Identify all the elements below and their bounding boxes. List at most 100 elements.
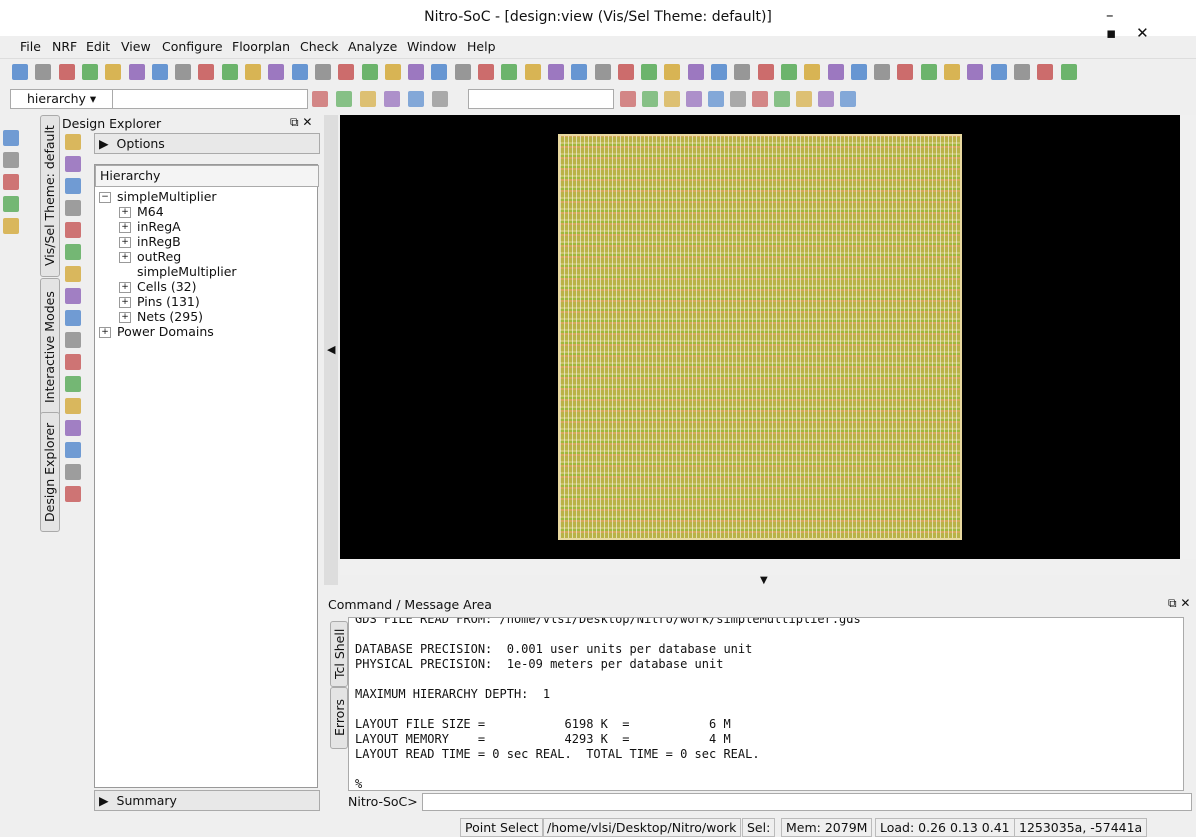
- toolbar-button[interactable]: [128, 64, 145, 80]
- layer-select[interactable]: [468, 89, 614, 109]
- tool-button[interactable]: [65, 222, 81, 238]
- tool-button[interactable]: [65, 442, 81, 458]
- toolbar-button[interactable]: [840, 91, 856, 107]
- menu-item[interactable]: File: [20, 39, 41, 54]
- panel-controls[interactable]: ⧉ ✕: [290, 115, 313, 129]
- hierarchy-select[interactable]: hierarchy ▾: [10, 89, 122, 109]
- tool-button[interactable]: [65, 310, 81, 326]
- menu-item[interactable]: Analyze: [348, 39, 398, 54]
- toolbar-button[interactable]: [524, 64, 541, 80]
- toolbar-button[interactable]: [850, 64, 867, 80]
- menu-item[interactable]: Configure: [162, 39, 223, 54]
- command-input[interactable]: [422, 793, 1192, 811]
- toolbar-button[interactable]: [291, 64, 308, 80]
- toolbar-button[interactable]: [338, 64, 355, 80]
- tree-expander[interactable]: +: [119, 222, 131, 233]
- toolbar-button[interactable]: [686, 91, 702, 107]
- toolbar-button[interactable]: [1037, 64, 1054, 80]
- toolbar-button[interactable]: [408, 64, 425, 80]
- toolbar-button[interactable]: [664, 91, 680, 107]
- summary-expander[interactable]: ▶ Summary: [94, 790, 320, 811]
- toolbar-button[interactable]: [432, 91, 448, 107]
- toolbar-button[interactable]: [384, 64, 401, 80]
- toolbar-button[interactable]: [314, 64, 331, 80]
- tree-node[interactable]: + M64: [119, 204, 164, 219]
- tool-button[interactable]: [65, 200, 81, 216]
- toolbar-button[interactable]: [431, 64, 448, 80]
- options-expander[interactable]: ▶ Options: [94, 133, 320, 154]
- tool-button[interactable]: [65, 332, 81, 348]
- menu-item[interactable]: Edit: [86, 39, 111, 54]
- toolbar-button[interactable]: [58, 64, 75, 80]
- tool-button[interactable]: [65, 178, 81, 194]
- tree-expander[interactable]: +: [119, 312, 131, 323]
- toolbar-button[interactable]: [687, 64, 704, 80]
- toolbar-button[interactable]: [1013, 64, 1030, 80]
- toolbar-button[interactable]: [408, 91, 424, 107]
- tool-button[interactable]: [65, 376, 81, 392]
- tool-button[interactable]: [65, 420, 81, 436]
- splitter[interactable]: ◀: [324, 115, 338, 585]
- tree-node[interactable]: + inRegA: [119, 219, 181, 234]
- toolbar-button[interactable]: [944, 64, 960, 80]
- tool-button[interactable]: [65, 244, 81, 260]
- toolbar-button[interactable]: [617, 64, 634, 80]
- tool-button[interactable]: [65, 266, 81, 282]
- toolbar-button[interactable]: [245, 64, 261, 80]
- toolbar-button[interactable]: [990, 64, 1007, 80]
- tree-expander[interactable]: +: [119, 297, 131, 308]
- toolbar-button[interactable]: [752, 91, 768, 107]
- toolbar-button[interactable]: [312, 91, 328, 107]
- vertical-scrollbar[interactable]: [1180, 115, 1196, 559]
- toolbar-button[interactable]: [818, 91, 834, 107]
- search-field[interactable]: [112, 89, 308, 109]
- tree-node[interactable]: + Power Domains: [99, 324, 214, 339]
- tool-button[interactable]: [65, 464, 81, 480]
- toolbar-button[interactable]: [730, 91, 746, 107]
- tree-node[interactable]: − simpleMultiplier: [99, 189, 217, 204]
- toolbar-button[interactable]: [384, 91, 400, 107]
- side-tab[interactable]: Interactive Modes: [40, 278, 60, 416]
- tool-button[interactable]: [65, 486, 81, 502]
- toolbar-button[interactable]: [780, 64, 797, 80]
- window-controls[interactable]: –▪✕: [1106, 6, 1169, 42]
- toolbar-button[interactable]: [175, 64, 192, 80]
- toolbar-button[interactable]: [774, 91, 790, 107]
- tree-node[interactable]: + Cells (32): [119, 279, 197, 294]
- toolbar-button[interactable]: [620, 91, 636, 107]
- menu-item[interactable]: View: [121, 39, 151, 54]
- toolbar-button[interactable]: [151, 64, 168, 80]
- toolbar-button[interactable]: [454, 64, 471, 80]
- tree-node[interactable]: + Nets (295): [119, 309, 203, 324]
- toolbar-button[interactable]: [897, 64, 914, 80]
- console-tab[interactable]: Tcl Shell: [330, 621, 348, 687]
- menu-item[interactable]: Window: [407, 39, 457, 54]
- tree-node[interactable]: + outReg: [119, 249, 181, 264]
- tree-expander[interactable]: −: [99, 192, 111, 203]
- toolbar-button[interactable]: [268, 64, 285, 80]
- toolbar-button[interactable]: [336, 91, 352, 107]
- toolbar-button[interactable]: [1060, 64, 1077, 80]
- tree-expander[interactable]: +: [119, 282, 131, 293]
- toolbar-button[interactable]: [827, 64, 844, 80]
- toolbar-button[interactable]: [12, 64, 28, 80]
- side-tab[interactable]: Vis/Sel Theme: default: [40, 115, 60, 277]
- toolbar-button[interactable]: [804, 64, 821, 80]
- tree-expander[interactable]: +: [99, 327, 111, 338]
- tree-expander[interactable]: +: [119, 252, 131, 263]
- toolbar-button[interactable]: [501, 64, 518, 80]
- mode-button[interactable]: [3, 196, 19, 212]
- toolbar-button[interactable]: [757, 64, 774, 80]
- layout-canvas[interactable]: [340, 115, 1180, 559]
- toolbar-button[interactable]: [641, 64, 658, 80]
- side-tab[interactable]: Design Explorer: [40, 412, 60, 532]
- menu-item[interactable]: Check: [300, 39, 339, 54]
- mode-button[interactable]: [3, 130, 19, 146]
- menu-item[interactable]: Help: [467, 39, 496, 54]
- toolbar-button[interactable]: [221, 64, 238, 80]
- tree-node[interactable]: + inRegB: [119, 234, 181, 249]
- toolbar-button[interactable]: [571, 64, 588, 80]
- tree-expander[interactable]: +: [119, 237, 131, 248]
- toolbar-button[interactable]: [734, 64, 751, 80]
- tree-expander[interactable]: +: [119, 207, 131, 218]
